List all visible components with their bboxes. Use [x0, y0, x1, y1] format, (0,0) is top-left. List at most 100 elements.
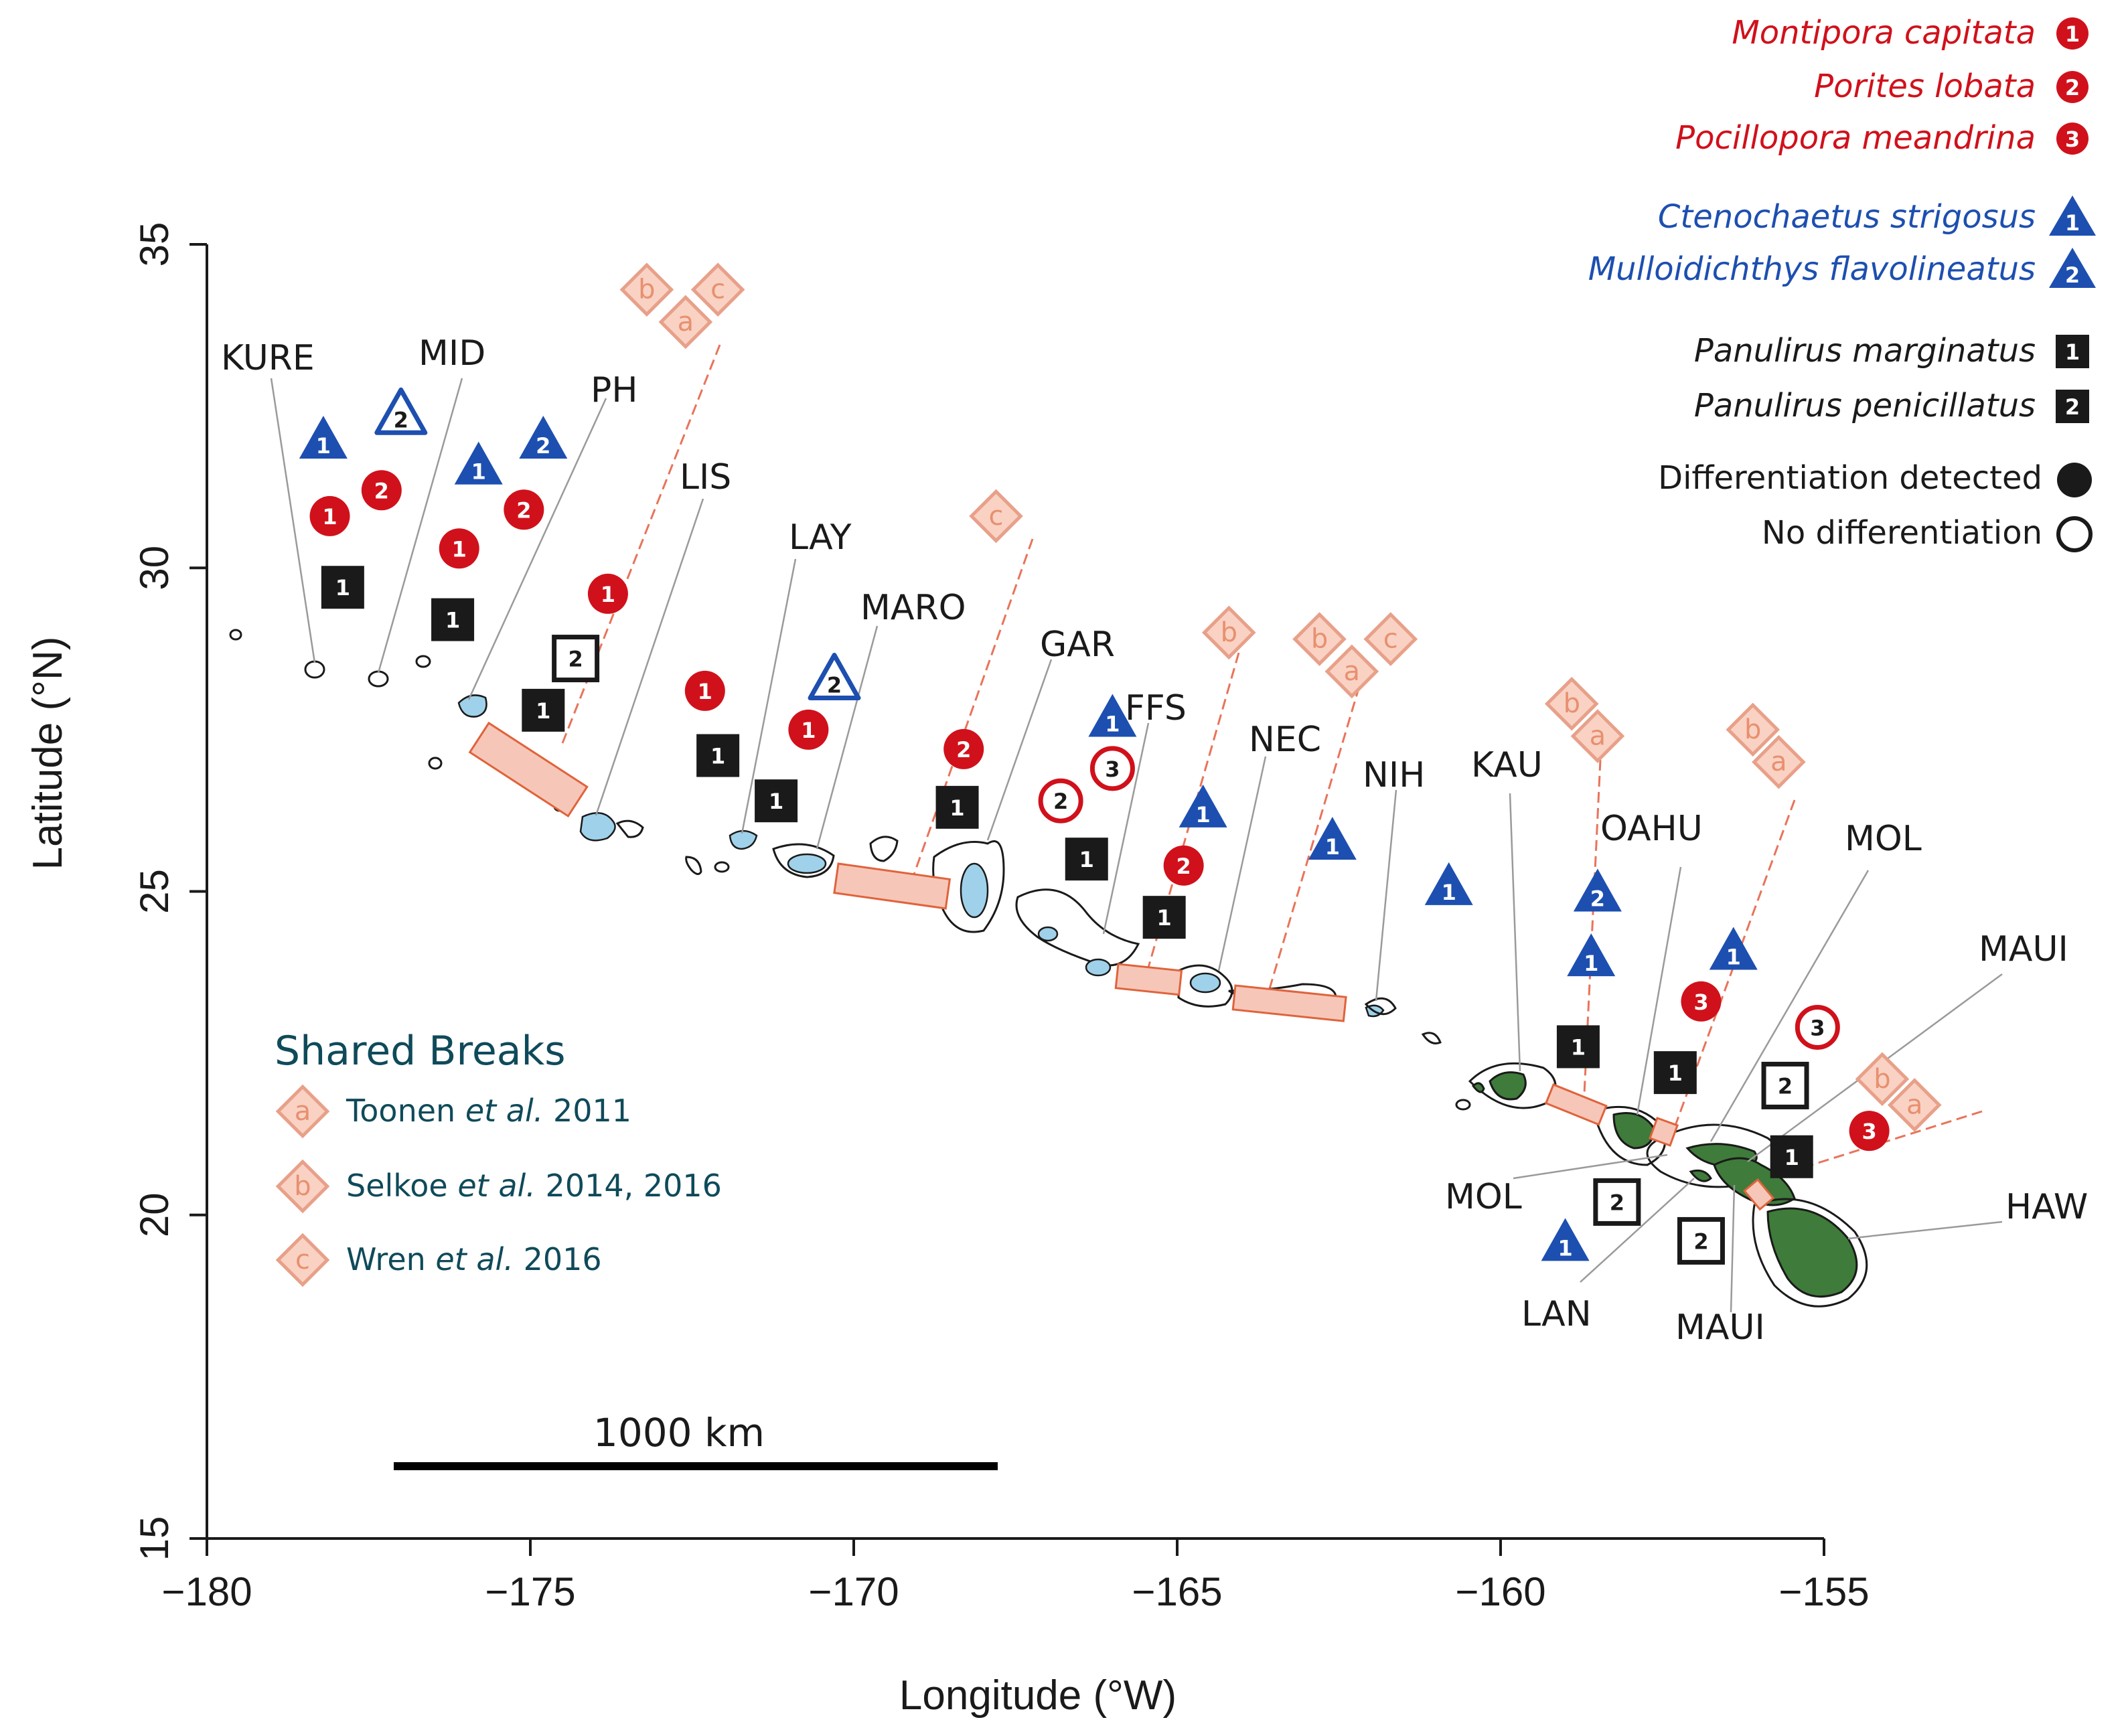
- svg-text:2: 2: [1590, 886, 1605, 912]
- svg-text:1: 1: [769, 789, 783, 814]
- shared-break-item-a: a Toonen et al. 2011: [275, 1084, 631, 1139]
- svg-text:1: 1: [2065, 339, 2080, 365]
- legend-marker-panulirus-penicillatus: 2: [2056, 390, 2089, 423]
- far-west-islet: [229, 629, 242, 641]
- svg-text:3: 3: [1862, 1119, 1876, 1144]
- pearl-hermes-atoll: [457, 694, 487, 718]
- shared-break-author-b: Selkoe: [346, 1168, 448, 1204]
- svg-text:1: 1: [316, 433, 331, 459]
- svg-text:1: 1: [601, 582, 615, 607]
- circle-marker-coral-2: 2: [1038, 778, 1083, 823]
- leader-line: [1847, 1220, 2003, 1240]
- shared-break-year-a: 2011: [553, 1093, 631, 1129]
- svg-text:2: 2: [1176, 854, 1191, 879]
- leader-line: [1636, 866, 1682, 1115]
- svg-text:a: a: [1906, 1089, 1923, 1120]
- y-ticks: 15 20 25 30 35: [132, 222, 207, 1561]
- break-diamond-b: b: [619, 262, 674, 317]
- legend-filled-circle: [2057, 463, 2092, 497]
- x-tick-label: −180: [161, 1569, 252, 1614]
- laysan-island: [729, 830, 758, 850]
- svg-text:1: 1: [452, 536, 467, 562]
- island-label-maro: MARO: [860, 588, 966, 628]
- shared-break-author-c: Wren: [346, 1241, 426, 1277]
- break-zone-ffs-nec: [1114, 963, 1183, 996]
- svg-text:1: 1: [1196, 802, 1211, 827]
- circle-marker-coral-2: 2: [361, 470, 402, 511]
- leader-line: [595, 498, 704, 816]
- svg-text:1: 1: [2065, 21, 2080, 47]
- svg-text:1: 1: [950, 795, 964, 821]
- legend-label-porites: Porites lobata: [1814, 68, 2036, 105]
- square-marker-lobster-1: 1: [1065, 838, 1108, 881]
- shared-break-etal-a: et al.: [465, 1093, 544, 1129]
- svg-text:3: 3: [1810, 1015, 1825, 1040]
- svg-text:b: b: [1311, 624, 1328, 655]
- x-tick-label: −155: [1778, 1569, 1869, 1614]
- circle-marker-coral-1: 1: [587, 573, 628, 614]
- svg-text:2: 2: [827, 673, 842, 698]
- gardner-reef: [960, 862, 989, 919]
- laysan-reef: [685, 856, 702, 875]
- leader-line: [816, 625, 879, 850]
- lanai-island: [1689, 1169, 1712, 1182]
- legend-label-panulirus-marginatus: Panulirus marginatus: [1694, 332, 2036, 370]
- shared-breaks-title: Shared Breaks: [275, 1028, 566, 1075]
- svg-text:1: 1: [801, 718, 816, 743]
- island-label-nec: NEC: [1249, 720, 1321, 760]
- island-label-mol-bottom: MOL: [1445, 1177, 1522, 1217]
- oahu-bank: [1592, 1105, 1667, 1166]
- maro-bank: [869, 836, 899, 862]
- islet: [428, 757, 443, 770]
- legend-marker-porites: 2: [2056, 71, 2089, 103]
- x-tick-label: −165: [1132, 1569, 1222, 1614]
- square-marker-lobster-1: 1: [1770, 1135, 1813, 1178]
- svg-text:1: 1: [1584, 951, 1598, 976]
- triangle-marker-fish-2: 2: [519, 415, 568, 459]
- island-label-gar: GAR: [1040, 625, 1115, 665]
- legend-open-circle: [2056, 516, 2093, 552]
- species-legend: Montipora capitata 1 Porites lobata 2 Po…: [1588, 14, 2096, 552]
- circle-marker-coral-2: 2: [943, 728, 984, 769]
- island-label-maui-bottom: MAUI: [1675, 1308, 1765, 1348]
- triangle-marker-fish-1: 1: [1567, 933, 1616, 977]
- svg-text:Toonen et al: Toonen et al. 2011: [346, 1093, 631, 1129]
- legend-label-ctenochaetus: Ctenochaetus strigosus: [1658, 198, 2036, 236]
- svg-text:a: a: [678, 307, 694, 337]
- triangle-marker-fish-1: 1: [454, 441, 503, 485]
- y-tick-label: 25: [132, 869, 177, 914]
- break-diamond-b: b: [1292, 612, 1347, 666]
- island-label-nih: NIH: [1363, 755, 1425, 795]
- svg-text:1: 1: [710, 744, 725, 769]
- svg-text:2: 2: [536, 433, 550, 459]
- svg-text:1: 1: [1105, 712, 1120, 737]
- shared-break-year-b: 2014, 2016: [546, 1168, 722, 1204]
- shared-break-item-c: c Wren et al. 2016: [275, 1233, 602, 1287]
- legend-label-none: No differentiation: [1762, 514, 2042, 552]
- triangle-marker-fish-2: 2: [808, 653, 861, 701]
- svg-text:2: 2: [516, 497, 531, 523]
- islet: [1421, 1032, 1442, 1044]
- svg-text:a: a: [1344, 656, 1361, 687]
- svg-text:2: 2: [374, 478, 389, 503]
- svg-text:c: c: [295, 1245, 310, 1275]
- triangle-marker-fish-2: 2: [374, 387, 428, 435]
- island-label-maui-top: MAUI: [1979, 929, 2068, 969]
- island-label-lay: LAY: [789, 518, 852, 558]
- island-label-mol-top: MOL: [1845, 819, 1922, 859]
- triangle-marker-fish-1: 1: [1088, 694, 1137, 737]
- island-label-haw: HAW: [2005, 1187, 2088, 1227]
- svg-text:1: 1: [1157, 905, 1172, 931]
- island-labels: KURE MID PH LIS LAY MARO GAR FFS NEC NIH…: [221, 333, 2088, 1348]
- shared-break-item-b: b Selkoe et al. 2014, 2016: [275, 1159, 722, 1214]
- square-marker-lobster-1: 1: [935, 785, 979, 829]
- break-zone-nec-nih: [1231, 984, 1347, 1022]
- islet: [714, 861, 730, 873]
- square-marker-lobster-2: 2: [1677, 1216, 1725, 1265]
- circle-marker-coral-1: 1: [439, 528, 479, 569]
- break-line: [909, 538, 1034, 884]
- svg-text:b: b: [1564, 688, 1580, 719]
- leader-line: [1730, 1184, 1736, 1313]
